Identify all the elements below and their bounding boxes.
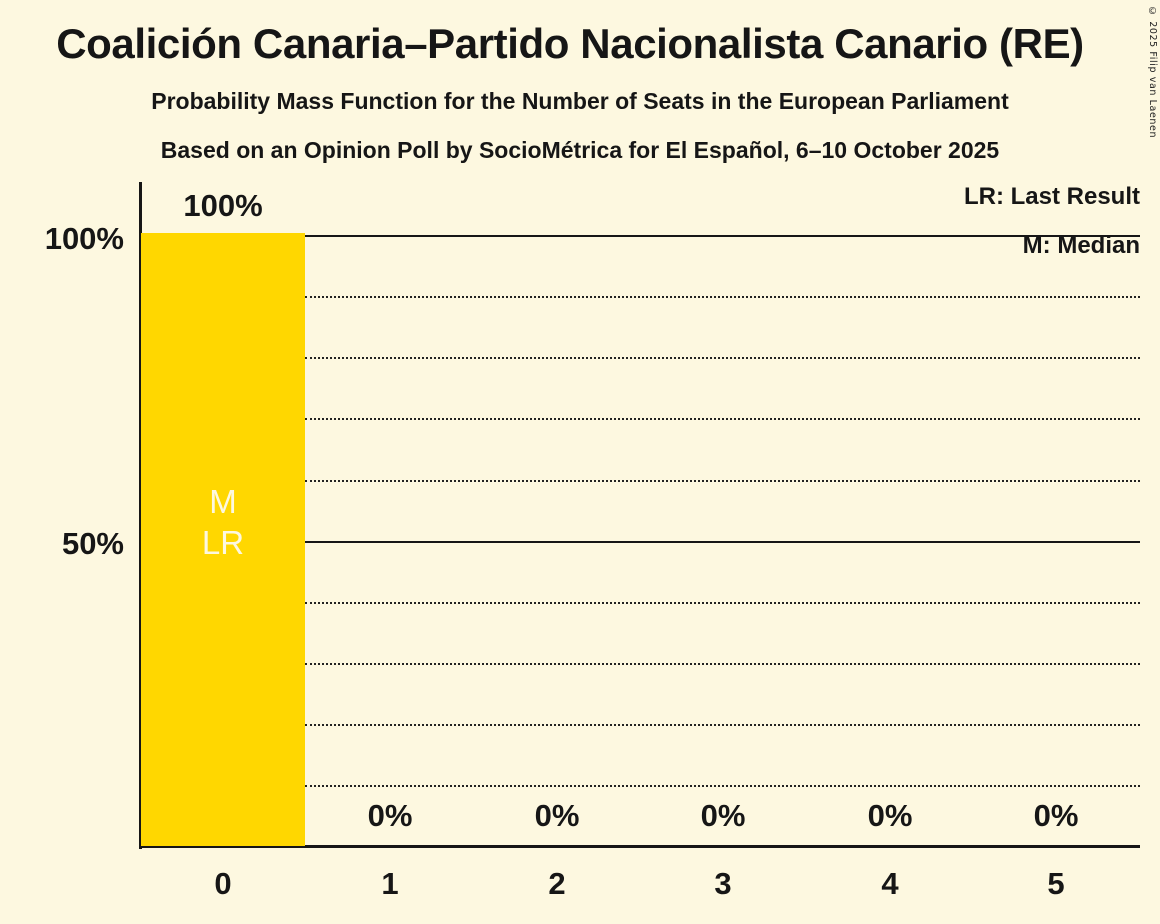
gridline-10 xyxy=(305,785,1140,787)
gridline-20 xyxy=(305,724,1140,726)
chart-title: Coalición Canaria–Partido Nacionalista C… xyxy=(56,20,1084,67)
bar-median-marker: M xyxy=(209,483,237,520)
gridline-40 xyxy=(305,602,1140,604)
value-label-seats-5: 0% xyxy=(1033,798,1079,833)
y-tick-label-50: 50% xyxy=(61,526,124,561)
y-tick-label-100: 100% xyxy=(44,221,124,256)
gridline-30 xyxy=(305,663,1140,665)
gridline-60 xyxy=(305,480,1140,482)
value-label-seats-1: 0% xyxy=(367,798,413,833)
copyright-notice: © 2025 Filip van Laenen xyxy=(1147,6,1158,139)
y-axis xyxy=(139,182,142,849)
gridline-100 xyxy=(305,235,1140,237)
gridline-70 xyxy=(305,418,1140,420)
chart-source-line: Based on an Opinion Poll by SocioMétrica… xyxy=(160,137,1000,163)
value-label-seats-2: 0% xyxy=(534,798,580,833)
value-label-seats-4: 0% xyxy=(867,798,913,833)
value-label-seats-3: 0% xyxy=(700,798,746,833)
x-tick-label-2: 2 xyxy=(548,866,566,901)
x-tick-label-1: 1 xyxy=(381,866,399,901)
gridline-50 xyxy=(305,541,1140,543)
gridline-90 xyxy=(305,296,1140,298)
x-tick-label-3: 3 xyxy=(714,866,732,901)
bar-seats-0[interactable]: M LR xyxy=(141,233,305,846)
x-tick-label-4: 4 xyxy=(881,866,899,901)
legend-last-result: LR: Last Result xyxy=(963,183,1140,210)
x-tick-label-0: 0 xyxy=(214,866,232,901)
gridline-80 xyxy=(305,357,1140,359)
x-axis xyxy=(139,845,1140,848)
bar-last-result-marker: LR xyxy=(201,524,245,561)
value-label-seats-0: 100% xyxy=(183,188,263,223)
x-tick-label-5: 5 xyxy=(1047,866,1065,901)
chart-subtitle: Probability Mass Function for the Number… xyxy=(151,88,1009,114)
